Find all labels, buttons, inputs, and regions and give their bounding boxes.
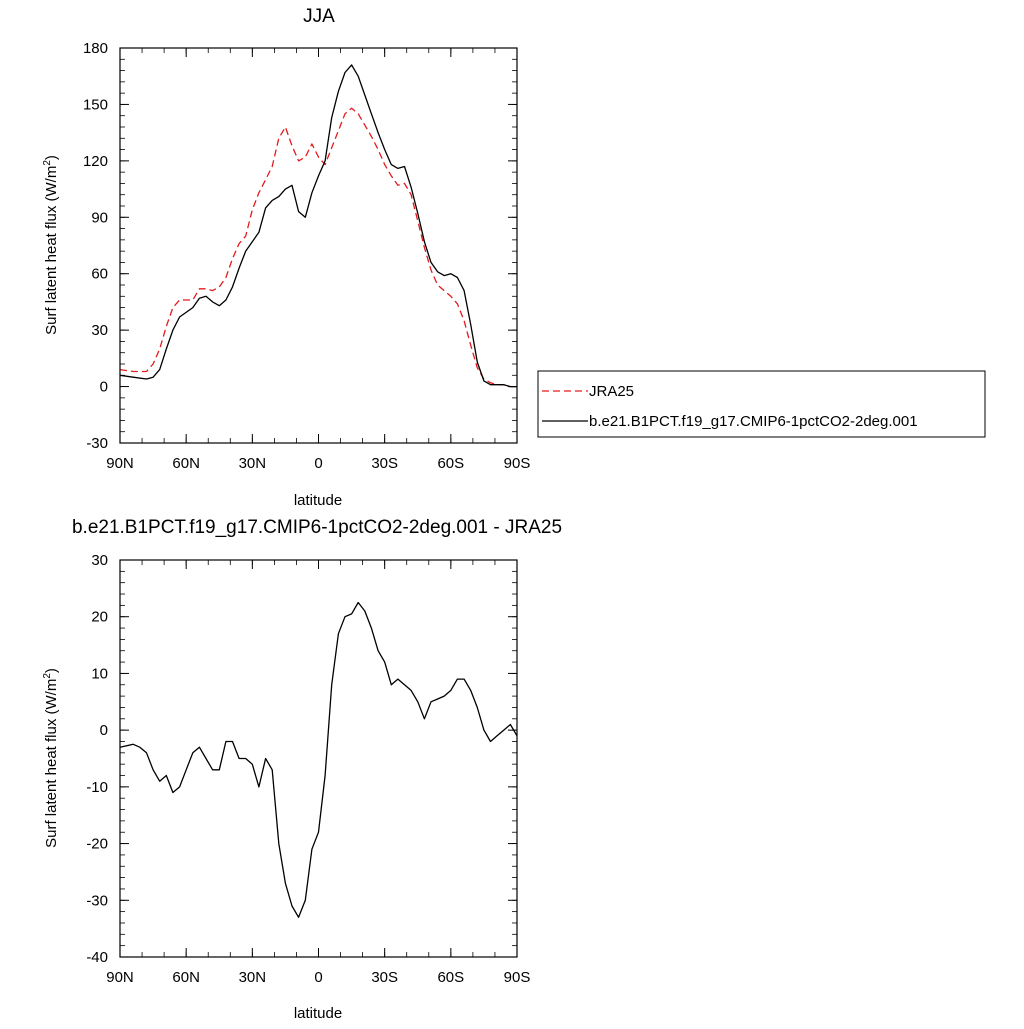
top-y-axis-title-sup: 2 xyxy=(42,160,53,166)
top-xtick-label: 60S xyxy=(437,455,464,472)
bottom-xtick-label: 30N xyxy=(239,969,267,986)
top-series-line-0 xyxy=(119,107,517,388)
bottom-panel: b.e21.B1PCT.f19_g17.CMIP6-1pctCO2-2deg.0… xyxy=(42,517,562,1022)
bottom-ytick-label: 20 xyxy=(91,609,108,626)
top-ytick-label: 30 xyxy=(91,322,108,339)
top-x-axis-title: latitude xyxy=(294,492,342,509)
top-chart-title: JJA xyxy=(303,6,335,27)
top-plot-frame xyxy=(119,47,518,444)
top-xtick-label: 60N xyxy=(172,455,200,472)
legend-box xyxy=(537,370,986,438)
top-series-jra25 xyxy=(119,107,517,388)
top-ytick-label: 150 xyxy=(83,96,108,113)
bottom-ytick-label: 10 xyxy=(91,665,108,682)
bottom-ytick-label: 30 xyxy=(91,552,108,569)
top-xtick-label: 90N xyxy=(106,455,134,472)
bottom-xtick-label: 90S xyxy=(504,969,531,986)
bottom-y-axis-title-close: ) xyxy=(43,668,60,673)
legend: JRA25 b.e21.B1PCT.f19_g17.CMIP6-1pctCO2-… xyxy=(537,370,986,438)
top-tick-labels: -30 0 30 60 90 120 150 180 90N 60N 30N 0 30S 60S 90S xyxy=(83,40,530,472)
bottom-xtick-label: 60N xyxy=(172,969,200,986)
legend-label-jra25: JRA25 xyxy=(589,383,634,400)
bottom-series-line-0 xyxy=(119,601,518,918)
top-ytick-label: 90 xyxy=(91,209,108,226)
top-ytick-label: 60 xyxy=(91,266,108,283)
top-y-axis-title-main: Surf latent heat flux (W/m xyxy=(43,166,60,335)
bottom-ytick-label: -40 xyxy=(86,949,108,966)
top-series-line-1 xyxy=(119,64,517,388)
top-series-model xyxy=(119,64,517,388)
top-y-axis-title-close: ) xyxy=(43,155,60,160)
bottom-chart-title: b.e21.B1PCT.f19_g17.CMIP6-1pctCO2-2deg.0… xyxy=(72,517,562,538)
bottom-y-axis-title: Surf latent heat flux (W/m2) xyxy=(42,668,60,848)
bottom-plot-frame xyxy=(119,559,518,958)
bottom-xtick-label: 0 xyxy=(314,969,322,986)
top-ytick-label: 0 xyxy=(100,379,108,396)
top-xtick-label: 90S xyxy=(504,455,531,472)
top-xtick-label: 30N xyxy=(239,455,267,472)
legend-label-model: b.e21.B1PCT.f19_g17.CMIP6-1pctCO2-2deg.0… xyxy=(589,413,918,430)
bottom-ytick-label: -10 xyxy=(86,779,108,796)
bottom-y-axis-title-main: Surf latent heat flux (W/m xyxy=(43,679,60,848)
top-ytick-label: 120 xyxy=(83,153,108,170)
bottom-xtick-label: 60S xyxy=(437,969,464,986)
bottom-ytick-label: -30 xyxy=(86,892,108,909)
bottom-xtick-label: 90N xyxy=(106,969,134,986)
top-ytick-label: -30 xyxy=(86,435,108,452)
top-xtick-label: 0 xyxy=(314,455,322,472)
bottom-series-difference xyxy=(119,601,518,918)
bottom-ytick-label: 0 xyxy=(100,722,108,739)
top-y-axis-title: Surf latent heat flux (W/m2) xyxy=(42,155,60,335)
bottom-tick-labels: -40 -30 -20 -10 0 10 20 30 90N 60N 30N 0 30S 60S 90S xyxy=(86,552,530,986)
bottom-y-axis-title-sup: 2 xyxy=(42,673,53,679)
bottom-x-axis-title: latitude xyxy=(294,1005,342,1022)
bottom-xtick-label: 30S xyxy=(371,969,398,986)
top-ytick-label: 180 xyxy=(83,40,108,57)
top-xtick-label: 30S xyxy=(371,455,398,472)
top-panel: JJA -30 0 30 60 90 120 150 180 90N 60N 30N 0 30S 60S 9… xyxy=(42,6,986,509)
bottom-ytick-label: -20 xyxy=(86,836,108,853)
